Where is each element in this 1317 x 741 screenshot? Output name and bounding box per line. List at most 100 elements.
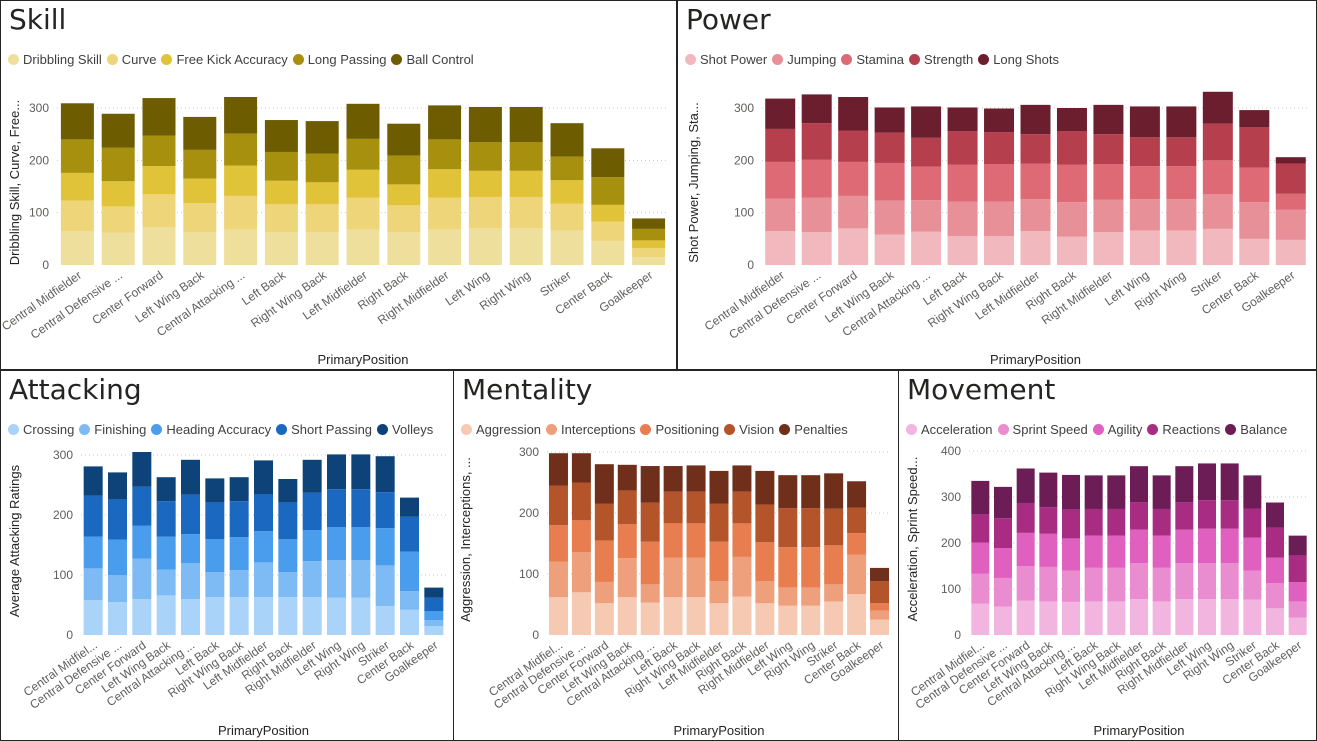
bar-segment[interactable] bbox=[424, 626, 444, 635]
bar-segment[interactable] bbox=[732, 465, 752, 492]
bar-segment[interactable] bbox=[1084, 567, 1103, 602]
bar-segment[interactable] bbox=[1243, 475, 1262, 509]
bar-segment[interactable] bbox=[1202, 160, 1233, 195]
bar-segment[interactable] bbox=[994, 606, 1012, 635]
bar-segment[interactable] bbox=[254, 494, 273, 532]
bar-segment[interactable] bbox=[594, 503, 614, 541]
bar-segment[interactable] bbox=[132, 558, 152, 599]
bar-segment[interactable] bbox=[984, 164, 1015, 202]
legend-item[interactable]: Vision bbox=[724, 422, 774, 437]
bar-segment[interactable] bbox=[1166, 230, 1197, 265]
bar-segment[interactable] bbox=[847, 481, 867, 508]
bar-segment[interactable] bbox=[755, 470, 775, 505]
bar-segment[interactable] bbox=[1288, 617, 1307, 635]
bar-segment[interactable] bbox=[686, 557, 706, 598]
bar-segment[interactable] bbox=[755, 504, 775, 543]
bar-segment[interactable] bbox=[550, 156, 584, 181]
bar-segment[interactable] bbox=[1039, 601, 1058, 635]
bar-segment[interactable] bbox=[424, 620, 444, 626]
bar-segment[interactable] bbox=[548, 561, 568, 598]
legend-item[interactable]: Heading Accuracy bbox=[151, 422, 271, 437]
bar-segment[interactable] bbox=[156, 477, 176, 502]
bar-segment[interactable] bbox=[571, 552, 591, 593]
bar-segment[interactable] bbox=[1062, 538, 1080, 571]
bar-segment[interactable] bbox=[424, 611, 444, 620]
bar-segment[interactable] bbox=[305, 182, 339, 205]
bar-segment[interactable] bbox=[663, 466, 683, 492]
bar-segment[interactable] bbox=[132, 525, 152, 559]
bar-segment[interactable] bbox=[229, 501, 249, 538]
bar-segment[interactable] bbox=[428, 197, 462, 230]
bar-segment[interactable] bbox=[984, 201, 1015, 237]
bar-segment[interactable] bbox=[156, 501, 176, 537]
bar-segment[interactable] bbox=[1129, 199, 1160, 231]
bar-segment[interactable] bbox=[83, 536, 103, 569]
bar-segment[interactable] bbox=[778, 547, 798, 588]
bar-segment[interactable] bbox=[1243, 537, 1262, 571]
bar-segment[interactable] bbox=[550, 203, 584, 231]
bar-segment[interactable] bbox=[801, 475, 821, 509]
bar-segment[interactable] bbox=[183, 203, 217, 233]
bar-segment[interactable] bbox=[1239, 110, 1270, 128]
bar-segment[interactable] bbox=[108, 499, 127, 540]
bar-segment[interactable] bbox=[947, 164, 978, 202]
bar-segment[interactable] bbox=[468, 196, 502, 229]
bar-segment[interactable] bbox=[400, 497, 419, 517]
bar-segment[interactable] bbox=[994, 577, 1012, 607]
bar-segment[interactable] bbox=[302, 530, 322, 562]
legend-item[interactable]: Reactions bbox=[1147, 422, 1220, 437]
bar-segment[interactable] bbox=[1175, 466, 1194, 503]
bar-segment[interactable] bbox=[1084, 601, 1103, 635]
legend-item[interactable]: Volleys bbox=[377, 422, 433, 437]
bar-segment[interactable] bbox=[1056, 164, 1087, 203]
bar-segment[interactable] bbox=[911, 106, 942, 138]
bar-segment[interactable] bbox=[1020, 230, 1051, 265]
bar-segment[interactable] bbox=[1266, 557, 1284, 584]
bar-segment[interactable] bbox=[617, 597, 637, 635]
bar-segment[interactable] bbox=[765, 128, 796, 162]
bar-segment[interactable] bbox=[801, 232, 832, 265]
bar-segment[interactable] bbox=[548, 525, 568, 562]
bar-segment[interactable] bbox=[732, 523, 752, 557]
bar-segment[interactable] bbox=[870, 610, 890, 620]
bar-segment[interactable] bbox=[617, 523, 637, 559]
bar-segment[interactable] bbox=[1056, 202, 1087, 237]
legend-item[interactable]: Interceptions bbox=[546, 422, 635, 437]
bar-segment[interactable] bbox=[1275, 157, 1306, 164]
bar-segment[interactable] bbox=[1056, 108, 1087, 132]
bar-segment[interactable] bbox=[1130, 502, 1148, 530]
bar-segment[interactable] bbox=[224, 133, 258, 166]
bar-segment[interactable] bbox=[732, 556, 752, 597]
bar-segment[interactable] bbox=[1202, 91, 1233, 124]
bar-segment[interactable] bbox=[765, 161, 796, 199]
bar-segment[interactable] bbox=[205, 597, 225, 635]
bar-segment[interactable] bbox=[1175, 599, 1194, 635]
bar-segment[interactable] bbox=[911, 231, 942, 265]
legend-item[interactable]: Agility bbox=[1092, 422, 1142, 437]
bar-segment[interactable] bbox=[305, 153, 339, 183]
bar-segment[interactable] bbox=[663, 491, 683, 524]
bar-segment[interactable] bbox=[278, 479, 298, 503]
bar-segment[interactable] bbox=[305, 204, 339, 233]
bar-segment[interactable] bbox=[1166, 166, 1197, 200]
bar-segment[interactable] bbox=[1107, 567, 1126, 602]
bar-segment[interactable] bbox=[108, 575, 127, 602]
bar-segment[interactable] bbox=[1039, 507, 1058, 534]
bar-segment[interactable] bbox=[1202, 228, 1233, 265]
bar-segment[interactable] bbox=[1093, 232, 1124, 265]
bar-segment[interactable] bbox=[351, 527, 371, 560]
bar-segment[interactable] bbox=[801, 197, 832, 233]
bar-segment[interactable] bbox=[971, 573, 990, 604]
bar-segment[interactable] bbox=[1084, 535, 1103, 568]
bar-segment[interactable] bbox=[468, 106, 502, 143]
bar-segment[interactable] bbox=[594, 581, 614, 604]
bar-segment[interactable] bbox=[1062, 509, 1080, 539]
legend-item[interactable]: Strength bbox=[909, 52, 973, 67]
bar-segment[interactable] bbox=[346, 103, 380, 139]
bar-segment[interactable] bbox=[156, 536, 176, 570]
bar-segment[interactable] bbox=[801, 508, 821, 548]
bar-segment[interactable] bbox=[132, 486, 152, 526]
bar-segment[interactable] bbox=[1129, 106, 1160, 138]
bar-segment[interactable] bbox=[156, 595, 176, 635]
bar-segment[interactable] bbox=[847, 507, 867, 534]
